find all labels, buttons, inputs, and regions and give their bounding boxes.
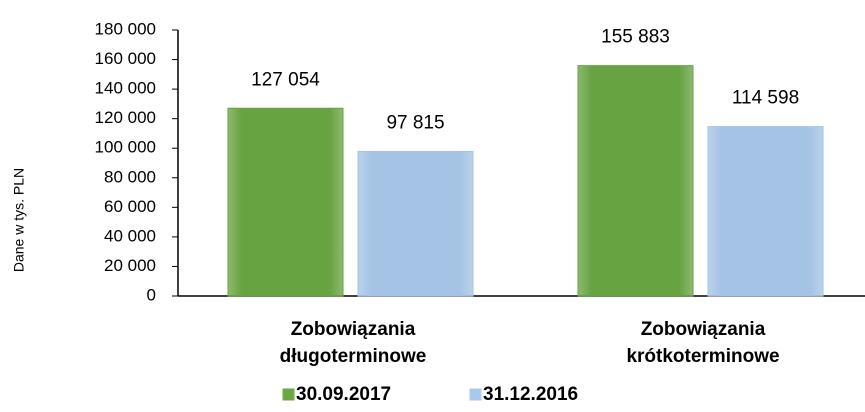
- x-tick-label: Zobowiązania krótkoterminowe: [626, 319, 779, 367]
- y-tick-label: 20 000: [104, 256, 156, 275]
- y-tick-label: 100 000: [95, 138, 156, 157]
- data-label: 114 598: [732, 88, 799, 109]
- y-tick-label: 160 000: [95, 49, 156, 68]
- y-tick-label: 80 000: [104, 167, 156, 186]
- y-tick-label: 60 000: [104, 197, 156, 216]
- y-tick-label: 40 000: [104, 226, 156, 245]
- y-tick-label: 120 000: [95, 108, 156, 127]
- legend-label: 31.12.2016: [483, 384, 578, 405]
- legend-swatch: [469, 388, 482, 401]
- y-tick-label: 140 000: [95, 79, 156, 98]
- data-label: 127 054: [251, 69, 320, 90]
- data-label: 97 815: [386, 112, 444, 133]
- x-tick-label: Zobowiązania długoterminowe: [280, 319, 427, 367]
- y-tick-label: 0: [147, 285, 156, 304]
- bar: [707, 126, 824, 297]
- legend-label: 30.09.2017: [296, 384, 391, 405]
- bar: [577, 65, 694, 297]
- bar: [357, 150, 474, 297]
- y-tick-label: 180 000: [95, 19, 156, 38]
- y-axis-label: Dane w tys. PLN: [11, 168, 27, 272]
- bar: [227, 107, 344, 297]
- data-label: 155 883: [601, 27, 670, 48]
- legend-swatch: [282, 388, 295, 401]
